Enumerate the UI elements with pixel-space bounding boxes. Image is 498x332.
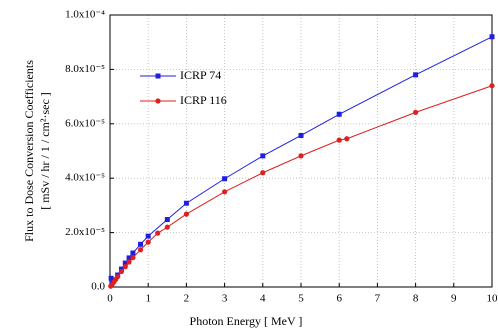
x-tick-label: 6 bbox=[336, 293, 342, 305]
data-point bbox=[122, 260, 128, 266]
data-point bbox=[222, 176, 228, 182]
y-tick-label: 2.0x10⁻⁵ bbox=[65, 226, 105, 238]
data-point bbox=[489, 83, 495, 89]
data-point bbox=[122, 264, 128, 270]
plot-frame bbox=[109, 14, 493, 288]
legend-marker bbox=[155, 73, 161, 79]
data-point bbox=[222, 189, 228, 195]
data-point bbox=[164, 224, 170, 230]
data-point bbox=[137, 247, 144, 253]
data-point bbox=[298, 132, 304, 138]
data-point bbox=[130, 250, 136, 256]
x-axis-label: Photon Energy [ MeV ] bbox=[190, 314, 303, 328]
legend-label: ICRP 116 bbox=[180, 93, 227, 107]
data-point bbox=[413, 109, 419, 115]
legend-label: ICRP 74 bbox=[180, 68, 221, 82]
x-tick-label: 0 bbox=[107, 293, 113, 305]
data-point bbox=[260, 153, 266, 159]
y-axis-label: [ mSv / hr / 1 / cm²·sec ] bbox=[38, 92, 52, 210]
x-tick-label: 2 bbox=[184, 293, 190, 305]
data-point bbox=[298, 153, 304, 159]
x-tick-label: 8 bbox=[413, 293, 419, 305]
data-point bbox=[130, 255, 136, 261]
data-point bbox=[126, 259, 132, 265]
y-tick-label: 0.0 bbox=[91, 281, 105, 293]
y-tick-label: 6.0x10⁻⁵ bbox=[65, 117, 105, 129]
x-tick-label: 4 bbox=[260, 293, 266, 305]
series-line bbox=[110, 85, 493, 287]
data-point bbox=[336, 137, 342, 143]
x-tick-label: 9 bbox=[451, 293, 457, 305]
y-tick-label: 4.0x10⁻⁵ bbox=[65, 172, 105, 184]
data-point bbox=[183, 211, 189, 217]
x-tick-label: 5 bbox=[298, 293, 304, 305]
data-point bbox=[115, 274, 121, 280]
x-tick-label: 7 bbox=[375, 293, 381, 305]
data-point bbox=[108, 275, 114, 281]
data-point bbox=[489, 34, 495, 40]
data-point bbox=[413, 72, 419, 78]
series-line bbox=[110, 36, 493, 285]
data-point bbox=[118, 268, 125, 275]
x-tick-label: 3 bbox=[222, 293, 228, 305]
legend-marker bbox=[155, 98, 161, 104]
data-point bbox=[145, 233, 151, 239]
data-point bbox=[336, 111, 342, 117]
data-point bbox=[183, 200, 189, 206]
data-point bbox=[126, 255, 132, 261]
data-point bbox=[164, 217, 170, 223]
x-tick-label: 1 bbox=[145, 293, 151, 305]
y-tick-label: 8.0x10⁻⁵ bbox=[65, 63, 105, 75]
data-point bbox=[138, 241, 144, 247]
data-point bbox=[155, 230, 161, 236]
data-point bbox=[260, 170, 266, 176]
data-point bbox=[344, 136, 350, 142]
x-tick-label: 10 bbox=[487, 293, 498, 305]
y-tick-label: 1.0x10⁻⁴ bbox=[65, 9, 105, 21]
y-axis-label: Flux to Dose Conversion Coefficients bbox=[22, 60, 36, 242]
data-point bbox=[145, 239, 151, 245]
